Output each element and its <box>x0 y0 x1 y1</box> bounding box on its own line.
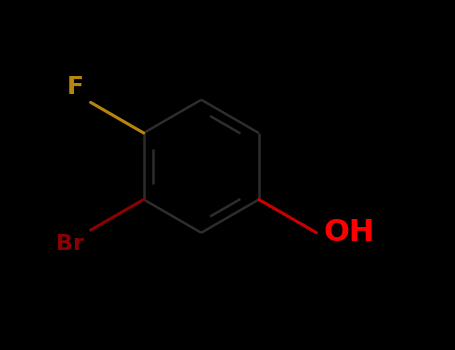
Text: Br: Br <box>56 234 84 254</box>
Text: F: F <box>66 75 84 99</box>
Text: OH: OH <box>324 218 374 247</box>
